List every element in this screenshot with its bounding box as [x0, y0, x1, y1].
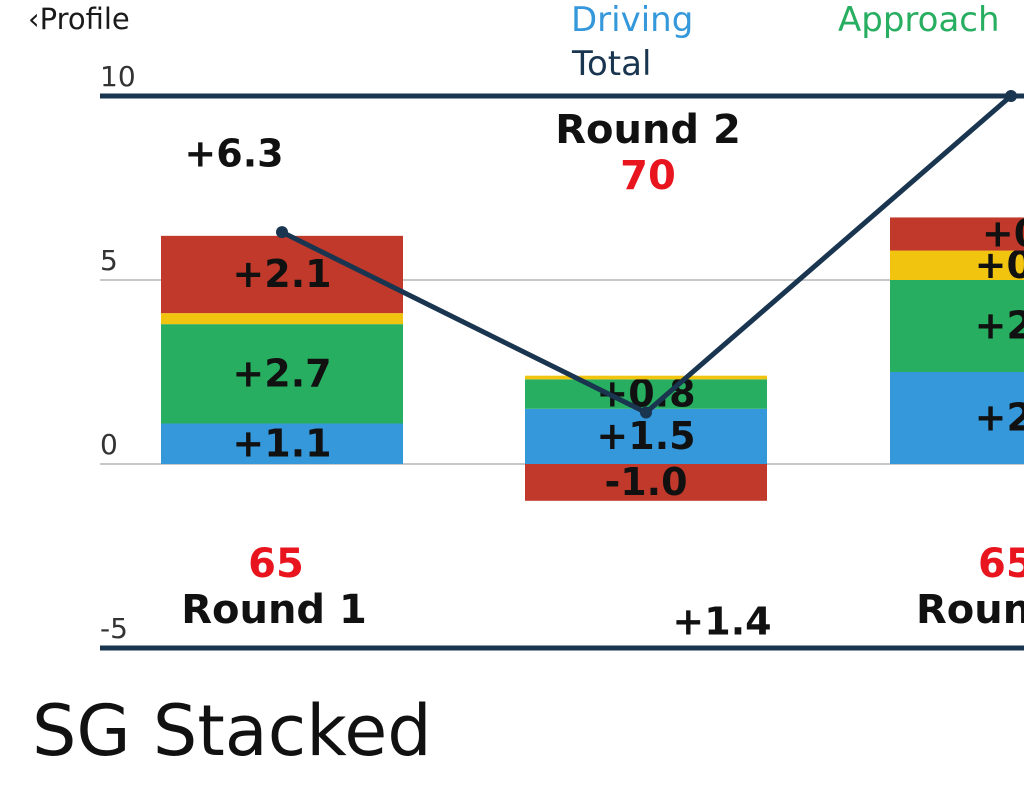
- y-tick-label: 10: [100, 60, 136, 93]
- total-point: [1005, 90, 1017, 102]
- page-heading: SG Stacked: [32, 690, 432, 772]
- total-point: [640, 406, 652, 419]
- sg-stacked-chart: 1050-5+1.1+2.7+2.1+1.5+0.8-1.0+2.+2.+0.+…: [100, 60, 1024, 651]
- bar-segment: [525, 375, 767, 380]
- segment-label: +1.1: [232, 421, 331, 465]
- bar-segment: [525, 379, 767, 409]
- bar-segment: [161, 313, 403, 325]
- segment-label: +1.5: [596, 414, 695, 458]
- round-name: Round 2: [555, 107, 741, 153]
- legend-total: Total: [572, 44, 652, 84]
- bar-segment: [525, 464, 767, 501]
- total-point: [276, 226, 288, 239]
- segment-label: +0: [982, 212, 1024, 256]
- legend-driving: Driving: [571, 0, 694, 40]
- segment-label: +2.7: [232, 351, 331, 395]
- legend-approach: Approach: [838, 0, 1000, 40]
- bar-segment: [890, 217, 1024, 251]
- round-name: Round 1: [181, 587, 367, 633]
- segment-label: -1.0: [604, 460, 687, 504]
- bar-segment: [890, 372, 1024, 464]
- round-score: 70: [620, 153, 676, 199]
- total-label: +1.4: [672, 600, 771, 644]
- segment-label: +2.: [975, 304, 1024, 348]
- y-tick-label: -5: [100, 612, 128, 645]
- round-score: 65: [978, 541, 1024, 587]
- y-tick-label: 5: [100, 244, 118, 277]
- round-name: Roun: [916, 587, 1024, 633]
- back-button[interactable]: ‹Profile: [28, 2, 130, 36]
- y-tick-label: 0: [100, 428, 118, 461]
- total-label: +6.3: [184, 132, 283, 176]
- bar-segment: [161, 324, 403, 424]
- round-score: 65: [248, 541, 304, 587]
- bar-segment: [161, 423, 403, 464]
- segment-label: +2.: [975, 396, 1024, 440]
- bar-segment: [890, 280, 1024, 372]
- segment-label: +2.1: [232, 252, 331, 296]
- bar-segment: [890, 250, 1024, 280]
